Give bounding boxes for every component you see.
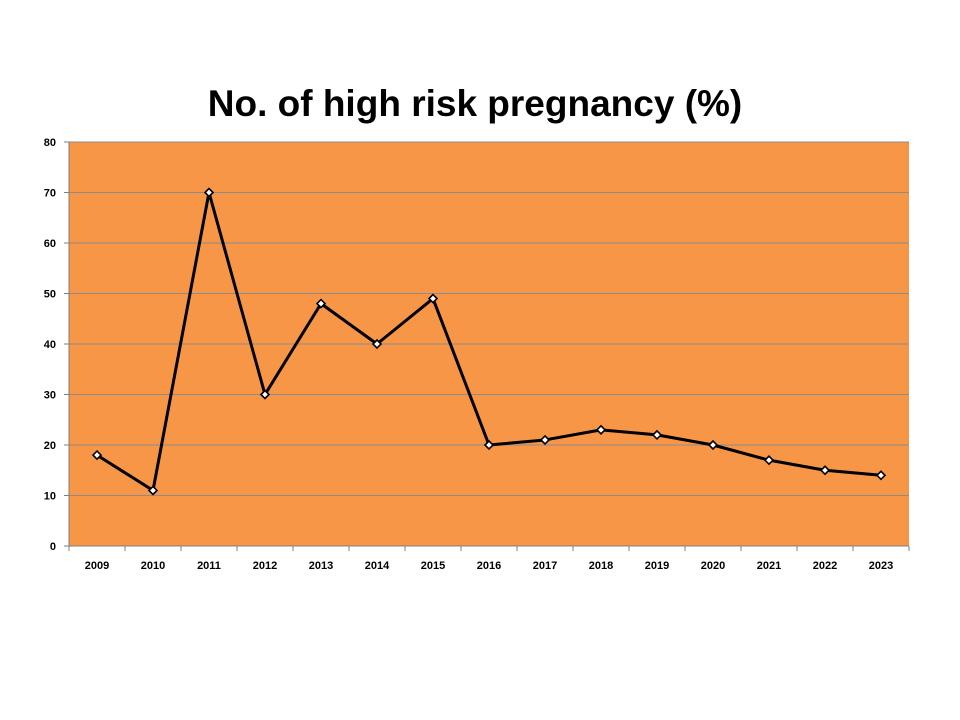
data-point bbox=[595, 424, 607, 435]
chart-title: No. of high risk pregnancy (%) bbox=[207, 83, 743, 124]
y-tick-label: 0 bbox=[50, 541, 56, 553]
data-point bbox=[147, 485, 159, 496]
y-tick-label: 80 bbox=[44, 137, 56, 149]
y-tick-label: 70 bbox=[44, 188, 56, 200]
data-point bbox=[875, 470, 887, 481]
data-point bbox=[259, 389, 271, 400]
data-point bbox=[371, 338, 383, 350]
x-tick-label: 2020 bbox=[701, 560, 725, 572]
data-point bbox=[427, 293, 439, 304]
x-tick-label: 2023 bbox=[869, 560, 893, 572]
data-point bbox=[651, 429, 663, 441]
data-point bbox=[539, 434, 551, 446]
y-tick-label: 40 bbox=[44, 339, 56, 351]
data-point bbox=[819, 465, 831, 476]
y-tick-label: 10 bbox=[44, 491, 56, 503]
x-tick-label: 2014 bbox=[365, 560, 390, 572]
data-point bbox=[483, 439, 495, 451]
x-tick-label: 2009 bbox=[85, 560, 109, 572]
x-tick-label: 2010 bbox=[141, 560, 165, 572]
x-tick-label: 2021 bbox=[757, 560, 781, 572]
x-tick-label: 2011 bbox=[197, 560, 221, 572]
data-point bbox=[763, 455, 775, 466]
x-tick-label: 2016 bbox=[477, 560, 501, 572]
x-tick-label: 2012 bbox=[253, 560, 277, 572]
x-tick-label: 2017 bbox=[533, 560, 557, 572]
y-tick-label: 20 bbox=[44, 440, 56, 452]
data-point bbox=[203, 187, 215, 198]
x-tick-label: 2015 bbox=[421, 560, 445, 572]
data-point bbox=[707, 439, 719, 451]
x-tick-label: 2022 bbox=[813, 560, 837, 572]
y-tick-label: 60 bbox=[44, 238, 56, 250]
x-tick-label: 2019 bbox=[645, 560, 669, 572]
y-tick-label: 30 bbox=[44, 390, 56, 402]
x-tick-label: 2013 bbox=[309, 560, 333, 572]
data-point bbox=[315, 298, 327, 309]
x-tick-label: 2018 bbox=[589, 560, 613, 572]
y-tick-label: 50 bbox=[44, 289, 56, 301]
data-point bbox=[91, 449, 103, 461]
